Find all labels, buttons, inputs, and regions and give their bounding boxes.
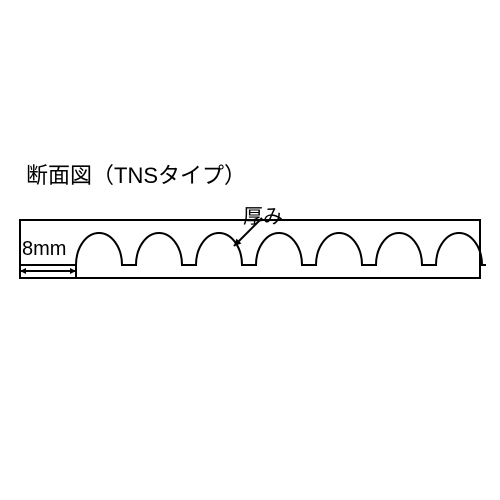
thickness-leader [234,218,262,246]
profile-outline [20,220,486,278]
diagram-canvas: 断面図（TNSタイプ） 厚み 8mm [0,0,500,500]
cross-section-svg [0,0,500,500]
pitch-dimension [20,265,76,277]
